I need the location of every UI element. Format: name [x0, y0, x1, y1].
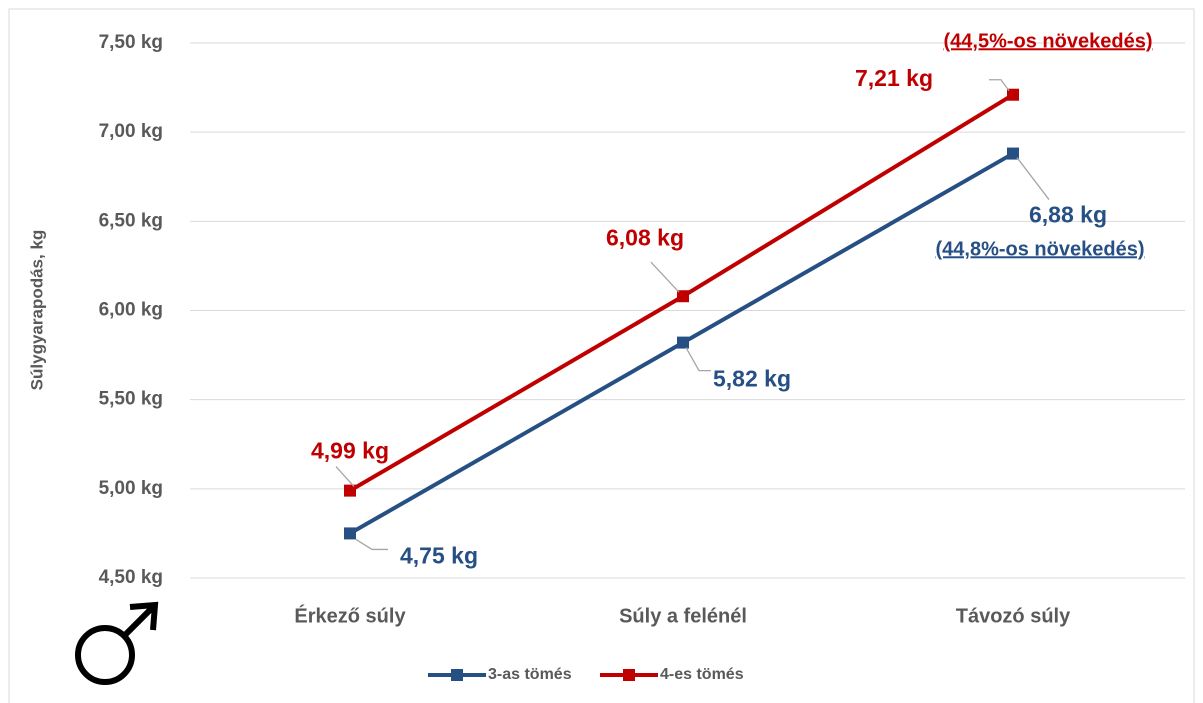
y-axis-label: Súlygyarapodás, kg: [27, 230, 46, 391]
value-label: 5,82 kg: [713, 366, 791, 392]
chart-border: [8, 8, 1195, 703]
value-label: 6,88 kg: [1029, 202, 1107, 228]
y-tick-label: 6,50 kg: [99, 210, 163, 231]
y-tick-label: 7,50 kg: [99, 32, 163, 53]
x-tick-label: Távozó súly: [956, 605, 1071, 627]
x-tick-label: Érkező súly: [294, 604, 406, 627]
y-tick-label: 6,00 kg: [99, 300, 163, 321]
point-marker: [1007, 147, 1019, 160]
point-marker: [344, 527, 356, 540]
annotation: (44,5%-os növekedés): [944, 30, 1153, 52]
y-tick-label: 5,50 kg: [99, 389, 163, 410]
leader-line: [1016, 157, 1050, 200]
annotation: (44,8%-os növekedés): [936, 238, 1145, 260]
value-label: 7,21 kg: [855, 65, 933, 91]
value-label: 6,08 kg: [606, 224, 684, 250]
x-tick-label: Súly a felénél: [619, 605, 747, 627]
legend-marker: [451, 669, 463, 681]
legend-label: 4-es tömés: [660, 666, 744, 683]
legend-marker: [623, 669, 635, 681]
y-tick-label: 5,00 kg: [99, 478, 163, 499]
legend-label: 3-as tömés: [488, 666, 572, 683]
leader-line: [989, 79, 1010, 92]
y-tick-label: 4,50 kg: [99, 567, 163, 588]
leader-line: [685, 347, 711, 372]
point-marker: [677, 290, 689, 303]
leader-line: [355, 538, 388, 551]
point-marker: [677, 336, 689, 349]
y-tick-label: 7,00 kg: [99, 121, 163, 142]
leader-line: [335, 466, 355, 488]
value-label: 4,99 kg: [311, 438, 389, 464]
point-marker: [1007, 88, 1019, 101]
male-symbol: [75, 601, 159, 685]
value-label: 4,75 kg: [400, 542, 478, 568]
leader-line: [650, 261, 680, 293]
point-marker: [344, 484, 356, 497]
